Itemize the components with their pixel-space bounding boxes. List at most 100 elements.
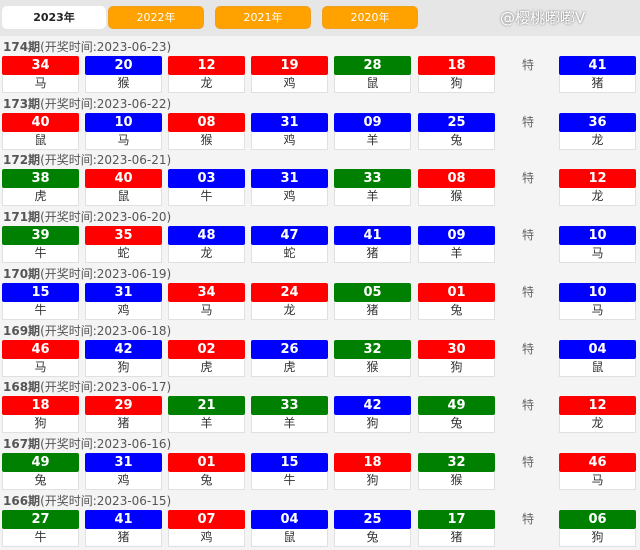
ball: 15 牛 — [2, 282, 79, 320]
zodiac: 兔 — [168, 471, 245, 490]
draw-label: 173期(开奖时间:2023-06-22) — [3, 97, 171, 112]
ball-number: 25 — [334, 509, 411, 529]
ball: 09 羊 — [418, 226, 495, 264]
zodiac: 兔 — [418, 301, 495, 320]
draw-row: 172期(开奖时间:2023-06-21) 38 虎 40 鼠 03 牛 31 鸡 33 羊 08 猴特… — [0, 153, 640, 209]
zodiac: 猪 — [559, 75, 636, 93]
ball: 38 虎 — [2, 169, 79, 207]
zodiac: 马 — [85, 131, 162, 150]
ball-number: 33 — [334, 169, 411, 189]
zodiac: 羊 — [168, 415, 245, 434]
zodiac: 马 — [559, 245, 636, 264]
ball-number: 38 — [2, 169, 79, 189]
ball: 33 羊 — [334, 169, 411, 207]
ball: 20 猴 — [85, 56, 162, 93]
special-label: 特 — [522, 341, 535, 356]
ball: 41 猪 — [85, 509, 162, 547]
zodiac: 羊 — [334, 188, 411, 207]
period: 171期 — [3, 210, 41, 225]
ball-number: 10 — [85, 112, 162, 132]
zodiac: 马 — [2, 75, 79, 93]
zodiac: 鸡 — [85, 471, 162, 490]
ball: 39 牛 — [2, 226, 79, 264]
ball: 25 兔 — [418, 112, 495, 150]
ball-number: 36 — [559, 112, 636, 132]
ball-number: 35 — [85, 226, 162, 246]
draw-row: 171期(开奖时间:2023-06-20) 39 牛 35 蛇 48 龙 47 蛇 41 猪 09 羊特… — [0, 210, 640, 266]
draw-row: 173期(开奖时间:2023-06-22) 40 鼠 10 马 08 猴 31 鸡 09 羊 25 兔特… — [0, 97, 640, 153]
ball-number: 08 — [418, 169, 495, 189]
zodiac: 猴 — [418, 471, 495, 490]
ball: 48 龙 — [168, 226, 245, 264]
ball-number: 01 — [418, 282, 495, 302]
tab-2023[interactable]: 2023年 — [2, 6, 106, 29]
zodiac: 狗 — [418, 75, 495, 93]
zodiac: 鸡 — [168, 528, 245, 547]
ball-number: 31 — [85, 282, 162, 302]
special-label: 特 — [522, 171, 535, 186]
zodiac: 狗 — [334, 471, 411, 490]
draw-row: 170期(开奖时间:2023-06-19) 15 牛 31 鸡 34 马 24 龙 05 猪 01 兔特… — [0, 267, 640, 323]
ball: 15 牛 — [251, 452, 328, 490]
special-ball: 06 狗 — [559, 509, 636, 547]
zodiac: 蛇 — [251, 245, 328, 264]
period: 173期 — [3, 96, 41, 111]
zodiac: 龙 — [559, 415, 636, 434]
ball: 18 狗 — [334, 452, 411, 490]
ball-number: 12 — [559, 169, 636, 189]
ball: 24 龙 — [251, 282, 328, 320]
ball: 30 狗 — [418, 339, 495, 377]
ball: 29 猪 — [85, 396, 162, 434]
ball: 17 猪 — [418, 509, 495, 547]
zodiac: 猪 — [334, 301, 411, 320]
ball-number: 32 — [418, 452, 495, 472]
ball-number: 25 — [418, 112, 495, 132]
zodiac: 虎 — [251, 358, 328, 377]
special-ball: 12 龙 — [559, 396, 636, 434]
ball-number: 29 — [85, 396, 162, 416]
special-label: 特 — [522, 511, 535, 526]
ball: 12 龙 — [168, 56, 245, 93]
zodiac: 牛 — [2, 245, 79, 264]
year-tabs: 2023年 2022年 2021年 2020年 @樱桃嘟嘟V — [0, 0, 640, 36]
tab-2020[interactable]: 2020年 — [322, 6, 418, 29]
ball: 33 羊 — [251, 396, 328, 434]
tab-2021[interactable]: 2021年 — [215, 6, 311, 29]
ball-number: 40 — [2, 112, 79, 132]
ball-number: 42 — [85, 339, 162, 359]
draw-time: (开奖时间:2023-06-18) — [40, 323, 172, 338]
ball: 04 鼠 — [251, 509, 328, 547]
draw-label: 168期(开奖时间:2023-06-17) — [3, 380, 171, 395]
watermark: @樱桃嘟嘟V — [500, 9, 586, 27]
ball: 31 鸡 — [251, 112, 328, 150]
zodiac: 虎 — [2, 188, 79, 207]
ball-number: 30 — [418, 339, 495, 359]
ball-number: 34 — [2, 56, 79, 75]
zodiac: 鼠 — [251, 528, 328, 547]
special-label: 特 — [522, 284, 535, 299]
ball: 08 猴 — [168, 112, 245, 150]
ball: 02 虎 — [168, 339, 245, 377]
ball: 09 羊 — [334, 112, 411, 150]
special-ball: 46 马 — [559, 452, 636, 490]
zodiac: 猴 — [168, 131, 245, 150]
ball: 10 马 — [85, 112, 162, 150]
draw-label: 170期(开奖时间:2023-06-19) — [3, 267, 171, 282]
zodiac: 猪 — [85, 528, 162, 547]
draw-time: (开奖时间:2023-06-22) — [40, 96, 172, 111]
ball-number: 18 — [418, 56, 495, 75]
tab-2022[interactable]: 2022年 — [108, 6, 204, 29]
ball-number: 40 — [85, 169, 162, 189]
ball: 05 猪 — [334, 282, 411, 320]
zodiac: 猴 — [334, 358, 411, 377]
ball: 40 鼠 — [85, 169, 162, 207]
ball: 28 鼠 — [334, 56, 411, 93]
zodiac: 猪 — [334, 245, 411, 264]
ball-number: 27 — [2, 509, 79, 529]
zodiac: 猪 — [418, 528, 495, 547]
draw-row: 166期(开奖时间:2023-06-15) 27 牛 41 猪 07 鸡 04 鼠 25 兔 17 猪特… — [0, 494, 640, 550]
draw-time: (开奖时间:2023-06-16) — [40, 436, 172, 451]
zodiac: 羊 — [251, 415, 328, 434]
zodiac: 马 — [2, 358, 79, 377]
ball-number: 15 — [2, 282, 79, 302]
